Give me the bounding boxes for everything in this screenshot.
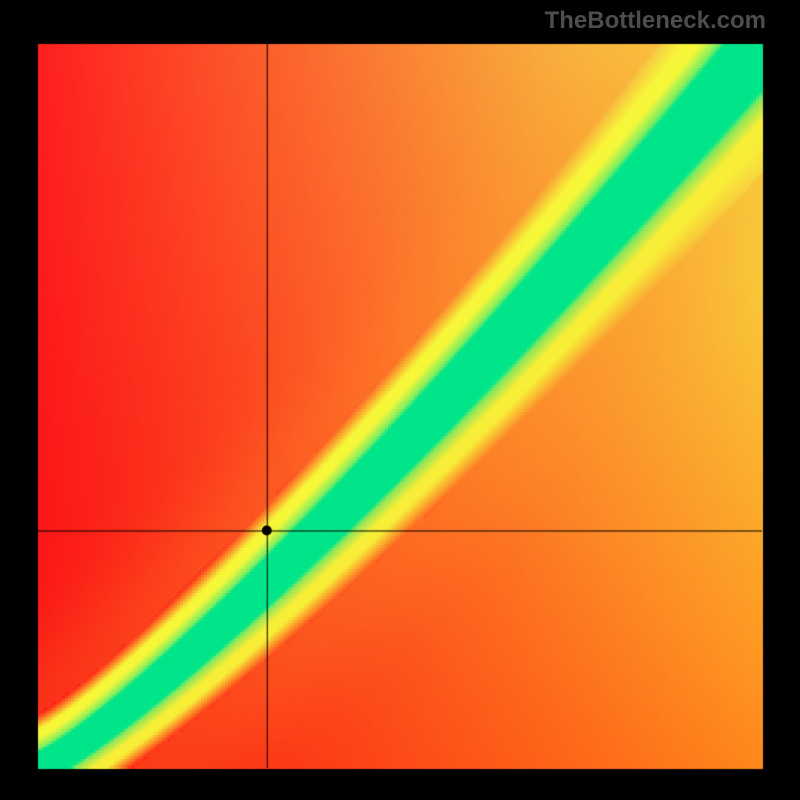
watermark-text: TheBottleneck.com bbox=[545, 7, 766, 35]
chart-container: TheBottleneck.com bbox=[0, 0, 800, 800]
heatmap-canvas bbox=[0, 0, 800, 800]
